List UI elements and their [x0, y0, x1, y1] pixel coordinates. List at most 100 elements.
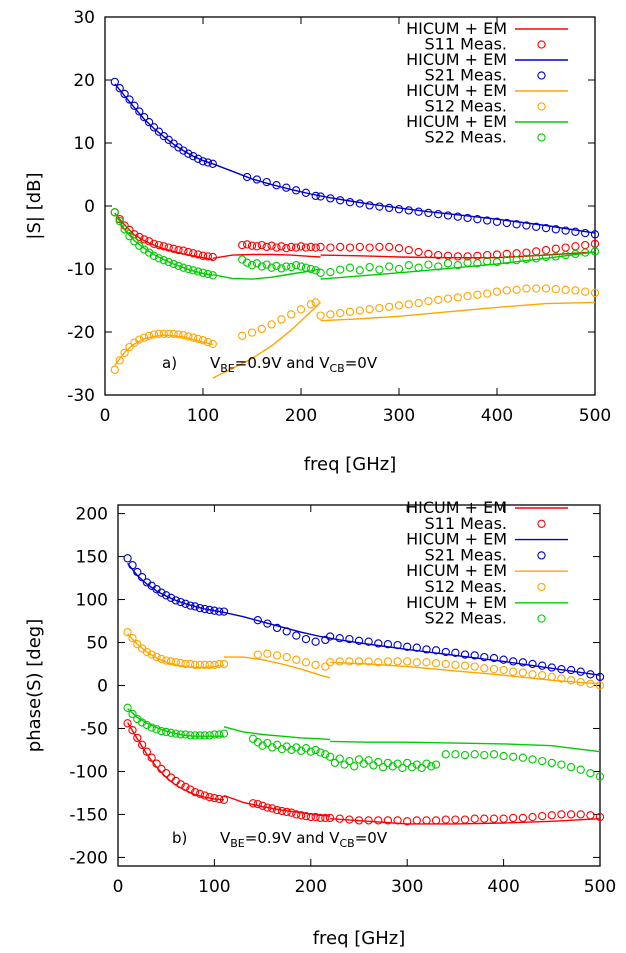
data-point	[473, 259, 482, 268]
data-point	[561, 285, 570, 294]
data-point	[509, 752, 518, 761]
y-tick-label: 0	[97, 677, 108, 697]
data-point	[512, 285, 521, 294]
data-point	[263, 619, 272, 628]
x-tick-label: 300	[391, 877, 423, 897]
data-point	[434, 210, 443, 219]
x-tick-label: 400	[487, 877, 519, 897]
data-point	[272, 261, 281, 271]
data-point	[210, 606, 219, 615]
data-point	[268, 804, 277, 813]
legend-label: HICUM + EM	[406, 561, 507, 580]
data-point	[375, 303, 384, 313]
data-point	[169, 329, 178, 339]
bias-condition-text: VBE=0.9V and VCB=0V	[210, 354, 378, 375]
data-point	[451, 815, 460, 824]
legend-marker-swatch	[537, 582, 546, 592]
data-point	[325, 658, 335, 667]
data-point	[509, 813, 518, 823]
data-point	[195, 789, 205, 798]
data-point	[460, 750, 470, 760]
data-point	[470, 814, 479, 823]
data-point	[282, 807, 291, 817]
data-point	[242, 172, 252, 182]
data-point	[422, 645, 431, 654]
data-point	[144, 237, 154, 246]
data-point	[147, 753, 156, 762]
data-point	[393, 657, 402, 666]
data-point	[412, 643, 421, 652]
data-point	[123, 703, 132, 712]
data-point	[219, 795, 229, 804]
data-point	[414, 207, 423, 216]
data-point	[385, 242, 394, 252]
chart-panel-phase: 0 100 200 300 400 500 -200 -150 -100 -50 0 50 100 150…	[24, 498, 616, 949]
data-point	[403, 657, 412, 666]
data-point	[164, 329, 173, 339]
data-point	[335, 634, 344, 643]
panel-label: a)	[162, 354, 177, 372]
data-point	[561, 250, 570, 260]
data-point	[210, 660, 219, 670]
data-point	[431, 646, 441, 655]
data-point	[140, 113, 149, 122]
data-point	[252, 175, 262, 184]
data-point	[154, 127, 164, 136]
data-point	[287, 310, 296, 319]
data-point	[581, 248, 590, 257]
data-point	[296, 262, 306, 271]
data-point	[157, 588, 166, 597]
y-tick-label: 20	[73, 71, 95, 91]
data-point	[483, 250, 492, 260]
x-tick-label: 100	[198, 877, 230, 897]
data-point	[171, 596, 180, 605]
legend-marker-swatch	[537, 551, 546, 560]
data-point	[272, 243, 281, 252]
data-point	[282, 627, 291, 636]
data-point	[162, 656, 171, 665]
data-point	[541, 223, 551, 233]
data-point	[473, 290, 482, 299]
data-point	[383, 657, 393, 666]
data-point	[551, 285, 560, 294]
series-s12-meas-5	[110, 284, 600, 374]
data-point	[311, 266, 320, 275]
data-point	[133, 640, 142, 649]
data-point	[518, 658, 528, 667]
data-point	[195, 731, 205, 740]
y-tick-label: -50	[80, 719, 108, 739]
legend-marker-swatch	[537, 614, 546, 623]
data-point	[528, 812, 537, 822]
data-point	[247, 328, 257, 337]
data-point	[586, 679, 595, 688]
data-point	[306, 264, 315, 274]
data-point	[179, 246, 188, 255]
data-point	[125, 95, 134, 104]
data-point	[125, 342, 134, 352]
data-point	[336, 196, 345, 205]
data-point	[277, 242, 286, 251]
y-tick-label: -200	[69, 848, 108, 868]
data-point	[451, 648, 460, 657]
data-point	[215, 607, 224, 616]
data-point	[130, 101, 139, 110]
bias-subscript: BE	[230, 837, 245, 850]
data-point	[502, 256, 511, 265]
data-point	[566, 763, 576, 772]
data-point	[364, 637, 373, 646]
data-point	[277, 744, 287, 754]
data-point	[277, 264, 286, 273]
data-point	[174, 330, 183, 339]
data-point	[297, 746, 306, 755]
data-point	[434, 295, 443, 305]
series-hicum-em-2	[127, 562, 601, 676]
data-point	[157, 726, 166, 736]
data-point	[123, 628, 132, 637]
data-point	[311, 812, 320, 822]
data-point	[301, 243, 311, 252]
data-point	[208, 339, 217, 349]
data-point	[374, 639, 383, 648]
data-point	[152, 725, 161, 734]
data-point	[186, 659, 195, 669]
